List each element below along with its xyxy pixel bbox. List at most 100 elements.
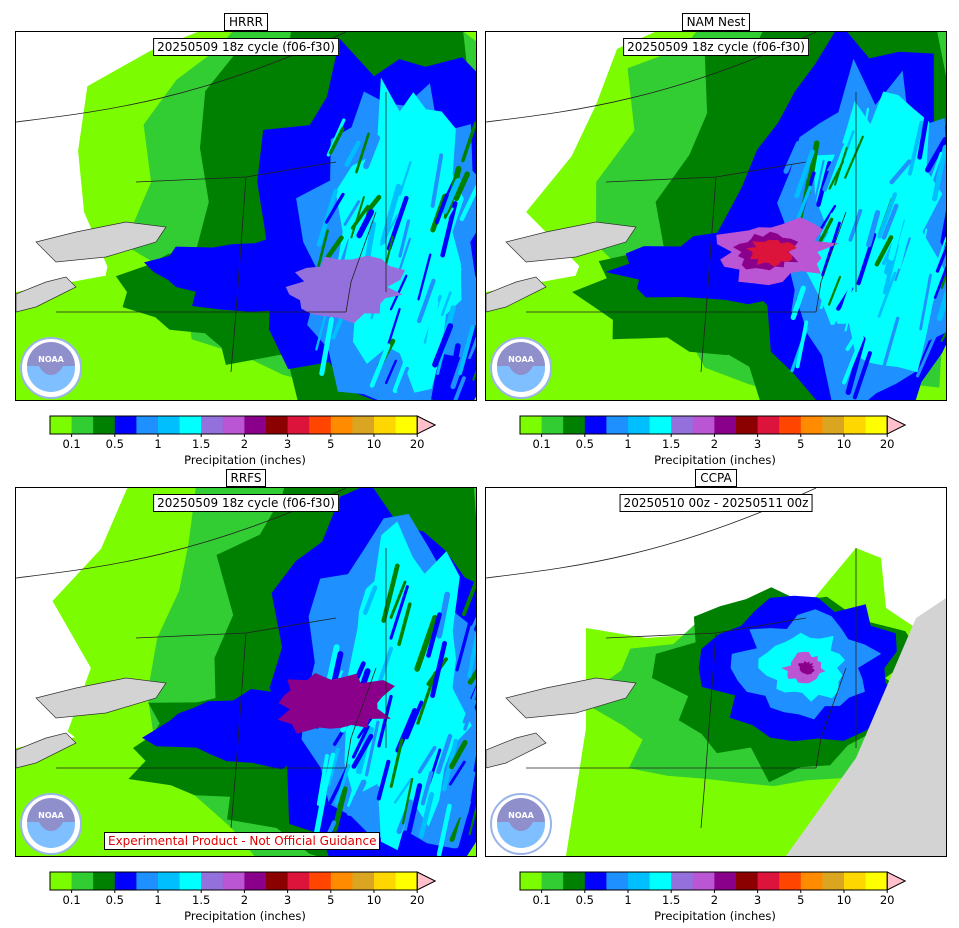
colorbar-swatch — [114, 872, 137, 890]
precip-streak — [917, 104, 931, 160]
lake-shape — [35, 677, 167, 719]
svg-text:NOAA: NOAA — [38, 811, 64, 820]
lake-shape — [486, 732, 547, 769]
precip-streak — [889, 159, 912, 185]
colorbar-swatch — [158, 872, 180, 890]
precip-streak — [445, 343, 461, 400]
precip-streak — [384, 359, 398, 385]
precip-map: NOAA 20250509 18z cycle (f06-f30) Experi… — [15, 487, 477, 857]
precip-streak — [897, 212, 914, 269]
colorbar-tick-label: 5 — [797, 437, 805, 451]
precip-streak — [836, 267, 859, 324]
precip-streak — [907, 120, 924, 176]
precip-streak — [424, 299, 439, 359]
precip-streak — [350, 196, 365, 239]
precip-streak — [366, 786, 382, 830]
colorbar-swatch — [563, 416, 586, 434]
colorbar-tick-label: 1.5 — [662, 437, 681, 451]
cycle-label: 20250509 18z cycle (f06-f30) — [153, 494, 339, 512]
svg-text:NOAA: NOAA — [508, 355, 534, 364]
noaa-logo: NOAA — [20, 337, 82, 399]
precip-streak — [440, 201, 458, 258]
precip-streak — [324, 235, 344, 262]
precip-streak — [459, 184, 476, 222]
precip-streak — [828, 160, 845, 190]
colorbar-tick-label: 10 — [366, 893, 382, 907]
colorbar-swatch — [714, 416, 737, 434]
precip-streak — [436, 803, 452, 856]
precip-streak — [845, 336, 866, 395]
precip-streak — [401, 777, 414, 825]
colorbar-swatch — [692, 416, 715, 434]
precip-streak — [919, 273, 932, 331]
lake-shape — [505, 221, 637, 263]
colorbar-swatch — [158, 416, 180, 434]
precip-streak — [338, 140, 354, 171]
colorbar-swatch — [71, 872, 94, 890]
colorbar-swatch — [266, 872, 288, 890]
precip-streak — [364, 720, 380, 777]
precip-streak — [346, 779, 367, 816]
precip-streak — [877, 271, 897, 318]
colorbar: 0.1 0.5 1 1.5 2 3 5 10 20 Precipitation (inches) — [49, 415, 449, 467]
colorbar-tick-label: 2 — [710, 893, 719, 907]
precip-streak — [874, 235, 894, 267]
boundary-line — [815, 667, 847, 769]
precip-streak — [463, 699, 476, 731]
precip-streak — [344, 140, 361, 167]
colorbar-tick-label: 3 — [753, 893, 762, 907]
colorbar-swatch — [779, 872, 802, 890]
precip-streak — [935, 245, 946, 273]
precip-streak — [389, 585, 409, 640]
boundary-line — [486, 488, 817, 579]
colorbar-tick-label: 0.1 — [532, 437, 551, 451]
colorbar-svg — [49, 415, 437, 437]
svg-text:NOAA: NOAA — [38, 355, 64, 364]
colorbar-swatch — [671, 872, 694, 890]
precip-streak — [332, 786, 348, 832]
colorbar-tick-label: 1 — [624, 437, 632, 451]
colorbar-swatch — [520, 416, 542, 434]
colorbar-tick-label: 3 — [753, 437, 762, 451]
precip-streak — [817, 204, 837, 234]
precip-streak — [467, 630, 476, 678]
colorbar-swatch — [649, 872, 672, 890]
colorbar-tick-label: 0.1 — [62, 437, 81, 451]
panel-title: NAM Nest — [681, 13, 751, 31]
colorbar-swatch — [330, 872, 353, 890]
precip-streak — [420, 770, 434, 806]
precip-contour — [285, 255, 405, 324]
colorbar-swatch — [714, 872, 737, 890]
precip-streak — [417, 746, 437, 774]
cycle-label: 20250509 18z cycle (f06-f30) — [623, 38, 809, 56]
colorbar: 0.1 0.5 1 1.5 2 3 5 10 20 Precipitation (inches) — [519, 415, 919, 467]
precip-streak — [389, 738, 404, 788]
colorbar-svg — [49, 871, 437, 893]
precip-map: NOAA 20250509 18z cycle (f06-f30) — [485, 31, 947, 401]
colorbar-swatch — [266, 416, 288, 434]
colorbar-swatch — [520, 872, 542, 890]
colorbar-swatch — [541, 872, 564, 890]
precip-map: NOAA 20250510 00z - 20250511 00z — [485, 487, 947, 857]
precip-streak — [844, 135, 864, 179]
precip-streak — [418, 792, 435, 839]
colorbar-tick-label: 1 — [154, 893, 162, 907]
colorbar-swatch — [395, 872, 418, 890]
colorbar-tick-label: 0.1 — [62, 893, 81, 907]
precip-streak — [347, 773, 360, 808]
map-svg: NOAA — [486, 488, 946, 856]
precip-streak — [852, 351, 872, 400]
precip-streak — [363, 134, 381, 170]
precip-streak — [881, 316, 900, 372]
precip-streak — [362, 585, 378, 616]
panel-title: HRRR — [223, 13, 269, 31]
colorbar-swatch — [800, 416, 823, 434]
colorbar-tick-label: 2 — [710, 437, 719, 451]
precip-streak — [844, 293, 856, 332]
colorbar-swatch — [71, 416, 94, 434]
colorbar-swatch — [757, 416, 780, 434]
precip-streak — [436, 733, 453, 775]
colorbar-swatch — [330, 416, 353, 434]
precip-streak — [376, 759, 391, 801]
colorbar-swatch — [352, 416, 375, 434]
